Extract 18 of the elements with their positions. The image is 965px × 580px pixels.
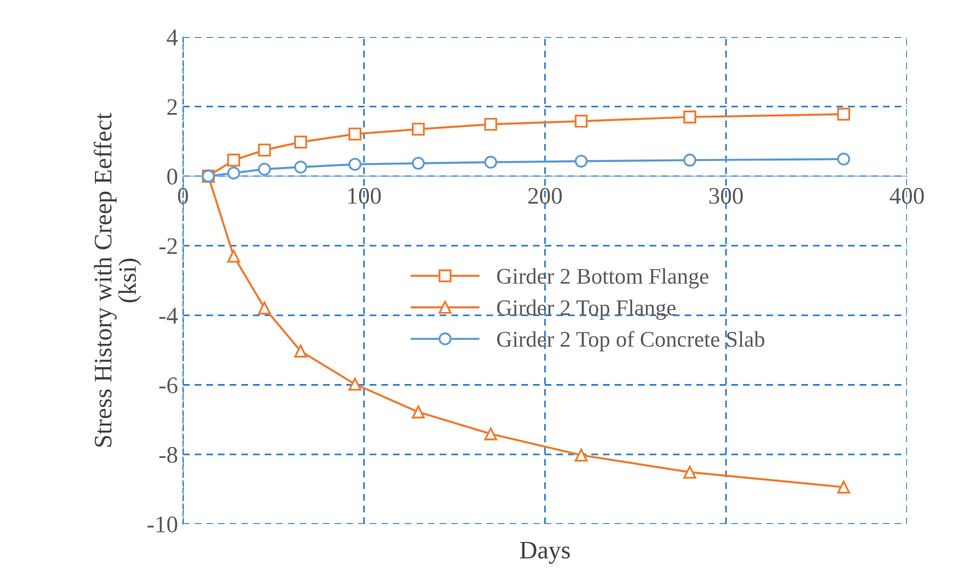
- y-tick-label: 2: [167, 99, 177, 115]
- x-tick-label: 100: [348, 188, 381, 204]
- y-tick-label: -2: [159, 238, 177, 254]
- legend-label: Girder 2 Top of Concrete Slab: [497, 330, 764, 352]
- y-tick-label: 0: [167, 168, 178, 185]
- x-tick-label: 400: [890, 188, 924, 204]
- y-tick-label: -4: [159, 308, 178, 324]
- legend-label: Girder 2 Bottom Flange: [497, 268, 708, 288]
- x-axis-title: Days: [520, 542, 570, 564]
- y-tick-label: -6: [159, 377, 178, 394]
- y-axis-title: Stress History with Creep Eeffect (ksi): [94, 112, 142, 447]
- legend-label: Girder 2 Top Flange: [497, 300, 676, 320]
- x-tick-label: 0: [178, 188, 188, 204]
- x-tick-label: 200: [528, 188, 562, 204]
- y-tick-label: 4: [166, 30, 178, 46]
- x-tick-label: 300: [709, 188, 743, 204]
- y-tick-label: -8: [159, 446, 178, 463]
- y-tick-label: -10: [148, 516, 178, 532]
